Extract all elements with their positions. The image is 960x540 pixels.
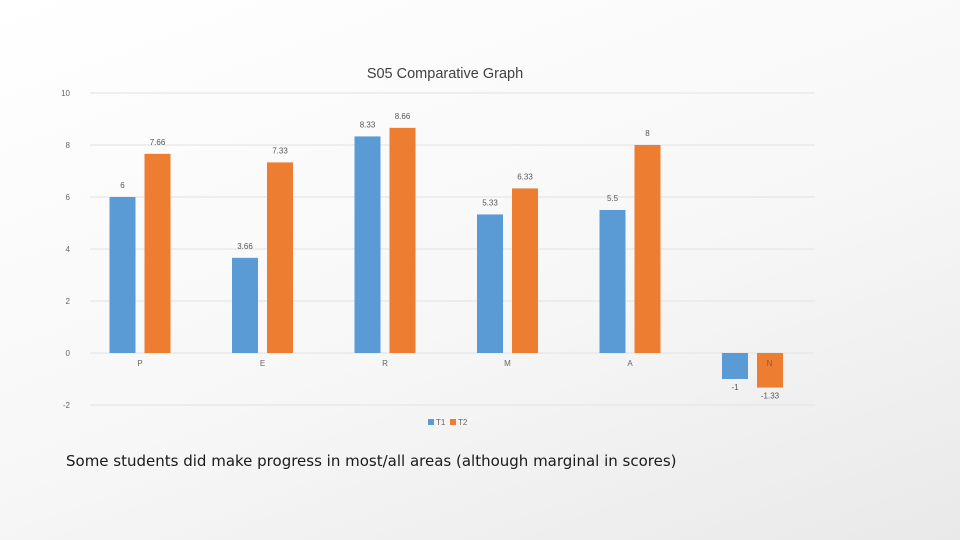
bar-t1-n xyxy=(722,353,748,379)
bar-t2-p xyxy=(144,153,171,353)
x-category-label: P xyxy=(137,359,142,368)
data-label-t2-r: 8.66 xyxy=(395,112,411,121)
y-tick-label: -2 xyxy=(63,401,71,410)
data-label-t2-p: 7.66 xyxy=(150,138,166,147)
x-category-label: N xyxy=(767,359,773,368)
y-tick-label: 0 xyxy=(66,349,71,358)
y-tick-label: 10 xyxy=(61,89,70,98)
bar-t1-e xyxy=(232,257,258,353)
y-tick-label: 4 xyxy=(66,245,71,254)
y-tick-label: 8 xyxy=(66,141,71,150)
bars xyxy=(109,127,783,388)
bar-t2-e xyxy=(267,162,293,353)
data-label-t1-m: 5.33 xyxy=(482,198,498,207)
x-category-label: R xyxy=(382,359,388,368)
legend-swatch-t2 xyxy=(450,419,456,425)
data-label-t2-e: 7.33 xyxy=(272,146,288,155)
data-label-t2-n: -1.33 xyxy=(761,392,780,401)
y-tick-label: 6 xyxy=(66,193,71,202)
bar-t2-r xyxy=(389,127,416,353)
bar-t1-r xyxy=(354,136,381,353)
y-axis-ticks: -2 0 2 4 6 8 10 xyxy=(61,89,70,410)
data-label-t1-n: -1 xyxy=(731,383,739,392)
bar-t2-a xyxy=(634,145,661,353)
data-label-t1-p: 6 xyxy=(120,181,125,190)
data-label-t1-a: 5.5 xyxy=(607,194,619,203)
legend-swatch-t1 xyxy=(428,419,434,425)
data-label-t2-m: 6.33 xyxy=(517,172,533,181)
caption-text: Some students did make progress in most/… xyxy=(66,452,677,470)
bar-t1-a xyxy=(599,210,626,353)
x-category-label: M xyxy=(504,359,511,368)
x-category-label: E xyxy=(260,359,265,368)
data-label-t2-a: 8 xyxy=(645,129,650,138)
data-labels: 6 7.66 3.66 7.33 8.33 8.66 5.33 6.33 5.5 8 -1 -1.33 xyxy=(120,112,779,401)
data-label-t1-r: 8.33 xyxy=(360,120,376,129)
legend-label-t1: T1 xyxy=(436,418,446,427)
chart-title: S05 Comparative Graph xyxy=(367,66,523,82)
legend: T1 T2 xyxy=(428,418,468,427)
gridlines xyxy=(90,92,815,406)
bar-t2-m xyxy=(512,188,538,353)
y-tick-label: 2 xyxy=(66,297,71,306)
data-label-t1-e: 3.66 xyxy=(237,242,253,251)
bar-t2-n xyxy=(757,353,783,388)
x-category-label: A xyxy=(627,359,633,368)
legend-label-t2: T2 xyxy=(458,418,468,427)
bar-t1-m xyxy=(477,214,503,353)
bar-t1-p xyxy=(109,197,136,353)
